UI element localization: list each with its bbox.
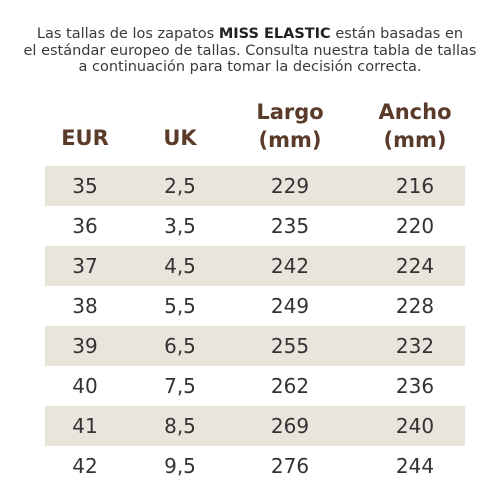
- cell: 240: [395, 414, 435, 438]
- cell: 236: [395, 374, 435, 398]
- intro-line: Las tallas de los zapatos MISS ELASTIC e…: [0, 26, 500, 43]
- cell: 249: [270, 294, 310, 318]
- column-header: EUR: [61, 126, 109, 150]
- row-band: [45, 326, 465, 366]
- intro-text: Las tallas de los zapatos: [36, 26, 215, 42]
- cell: 255: [270, 334, 310, 358]
- cell: 269: [270, 414, 310, 438]
- intro-line: a continuación para tomar la decisión co…: [78, 59, 422, 75]
- cell: 37: [72, 254, 98, 278]
- cell: 229: [270, 174, 310, 198]
- cell: 5,5: [164, 294, 196, 318]
- cell: 244: [395, 454, 435, 478]
- column-header: Largo (mm): [256, 100, 324, 152]
- cell: 276: [270, 454, 310, 478]
- cell: 224: [395, 254, 435, 278]
- cell: 4,5: [164, 254, 196, 278]
- cell: 216: [395, 174, 435, 198]
- cell: 228: [395, 294, 435, 318]
- intro-text: están basadas en: [335, 26, 464, 42]
- row-band: [45, 246, 465, 286]
- row-band: [45, 406, 465, 446]
- cell: 40: [72, 374, 98, 398]
- row-band: [45, 166, 465, 206]
- cell: 262: [270, 374, 310, 398]
- cell: 242: [270, 254, 310, 278]
- brand: MISS ELASTIC: [218, 26, 331, 42]
- cell: 8,5: [164, 414, 196, 438]
- cell: 2,5: [164, 174, 196, 198]
- cell: 235: [270, 214, 310, 238]
- cell: 220: [395, 214, 435, 238]
- cell: 232: [395, 334, 435, 358]
- cell: 7,5: [164, 374, 196, 398]
- cell: 39: [72, 334, 98, 358]
- intro: Las tallas de los zapatos MISS ELASTIC e…: [0, 26, 500, 76]
- cell: 38: [72, 294, 98, 318]
- cell: 3,5: [164, 214, 196, 238]
- cell: 42: [72, 454, 98, 478]
- intro-line: el estándar europeo de tallas. Consulta …: [23, 42, 477, 59]
- column-header: UK: [163, 126, 197, 150]
- cell: 6,5: [164, 334, 196, 358]
- cell: 36: [72, 214, 98, 238]
- column-header: Ancho (mm): [378, 100, 452, 152]
- cell: 9,5: [164, 454, 196, 478]
- cell: 41: [72, 414, 98, 438]
- cell: 35: [72, 174, 98, 198]
